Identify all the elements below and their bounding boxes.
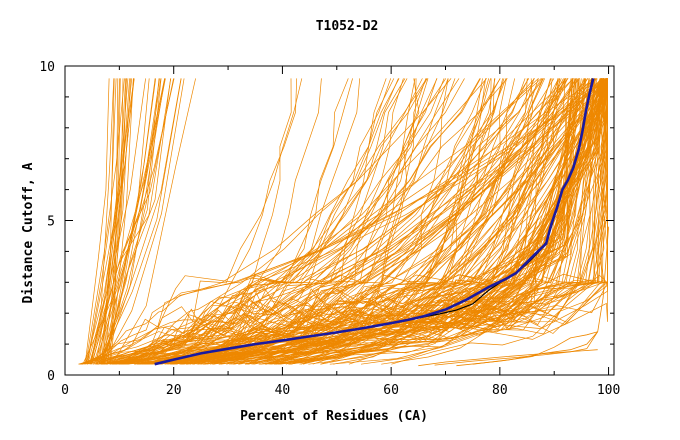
model-curve: [134, 78, 608, 365]
y-tick-label: 10: [39, 60, 55, 75]
model-curve: [418, 349, 598, 367]
model-curve: [482, 78, 578, 317]
x-tick-label: 20: [166, 383, 182, 398]
model-curve: [79, 78, 423, 365]
model-curve: [117, 78, 292, 365]
model-curve: [96, 78, 166, 365]
model-curve: [463, 78, 573, 318]
model-curve: [165, 78, 597, 365]
model-curve: [85, 78, 129, 365]
model-curve: [95, 78, 559, 365]
model-curve: [194, 78, 574, 365]
model-curve: [472, 226, 609, 365]
model-curve: [120, 78, 604, 365]
model-curve: [81, 78, 487, 365]
model-curve: [98, 78, 400, 365]
model-curve: [308, 78, 608, 365]
model-curve: [98, 78, 182, 365]
chart-title: T1052-D2: [316, 19, 379, 34]
model-curve: [440, 78, 574, 320]
model-curve: [428, 78, 579, 324]
model-curve: [220, 78, 604, 365]
model-curve: [113, 78, 429, 365]
model-curve: [470, 78, 595, 323]
model-curve: [462, 78, 604, 330]
model-curve: [81, 78, 608, 365]
model-curve: [111, 78, 196, 365]
x-axis-label: Percent of Residues (CA): [240, 409, 428, 424]
model-curve: [402, 78, 586, 327]
highlight-curve: [154, 78, 595, 366]
model-curve: [500, 78, 580, 331]
model-curve: [168, 78, 580, 365]
model-curve: [119, 78, 542, 365]
model-curve: [408, 78, 586, 325]
model-curve: [91, 78, 160, 365]
model-curve: [86, 78, 117, 365]
model-curve: [254, 78, 565, 365]
model-curve: [110, 78, 134, 365]
model-curve: [391, 78, 608, 365]
model-curve: [290, 78, 604, 365]
model-curve: [159, 78, 349, 365]
model-curve: [78, 78, 428, 365]
model-curve: [84, 78, 608, 365]
model-curves: [78, 78, 609, 367]
model-curve: [179, 78, 566, 365]
model-curve: [85, 78, 125, 365]
model-curve: [101, 78, 322, 365]
model-curve: [97, 78, 438, 365]
model-curve: [90, 78, 115, 365]
model-curve: [122, 78, 535, 365]
x-tick-label: 100: [597, 383, 620, 398]
model-curve: [102, 78, 185, 365]
axis-ticks: 0 20 40 60 80 100 0 5 10: [39, 60, 620, 398]
y-axis-label: Distance Cutoff, A: [21, 162, 36, 303]
model-curve: [501, 78, 604, 317]
model-curve: [482, 78, 585, 319]
model-curve: [109, 78, 449, 365]
model-curve: [469, 78, 595, 321]
y-tick-label: 0: [47, 369, 55, 384]
x-tick-label: 80: [492, 383, 508, 398]
model-curve: [509, 78, 582, 329]
model-curve: [87, 78, 146, 365]
model-curve: [505, 78, 606, 331]
model-curve: [98, 78, 135, 365]
x-tick-label: 40: [275, 383, 291, 398]
x-tick-label: 60: [383, 383, 399, 398]
model-curve: [112, 78, 447, 365]
model-curve: [109, 78, 124, 365]
x-tick-label: 0: [61, 383, 69, 398]
model-curve: [460, 78, 602, 316]
model-curve: [159, 78, 608, 365]
model-curve: [172, 78, 608, 365]
y-tick-label: 5: [47, 215, 55, 230]
model-curve: [101, 78, 568, 365]
model-curve: [127, 78, 504, 365]
highlight-curves: [154, 78, 595, 366]
model-curve: [212, 78, 608, 365]
model-curve: [106, 78, 481, 365]
model-curve: [89, 78, 172, 365]
model-curve: [151, 78, 420, 365]
model-curve: [434, 331, 599, 366]
model-curve: [265, 78, 552, 365]
model-curve: [259, 78, 608, 365]
model-curve: [146, 78, 606, 365]
model-curve: [248, 78, 608, 365]
model-curve: [78, 78, 605, 365]
model-curve: [176, 78, 602, 365]
model-curve: [90, 78, 133, 365]
model-curve: [112, 78, 445, 365]
model-curve: [105, 78, 574, 365]
model-curve: [94, 78, 165, 365]
model-curve: [103, 78, 166, 365]
model-curve: [460, 78, 576, 329]
model-curve: [121, 78, 298, 365]
model-curve: [84, 78, 110, 365]
model-curve: [421, 78, 574, 320]
